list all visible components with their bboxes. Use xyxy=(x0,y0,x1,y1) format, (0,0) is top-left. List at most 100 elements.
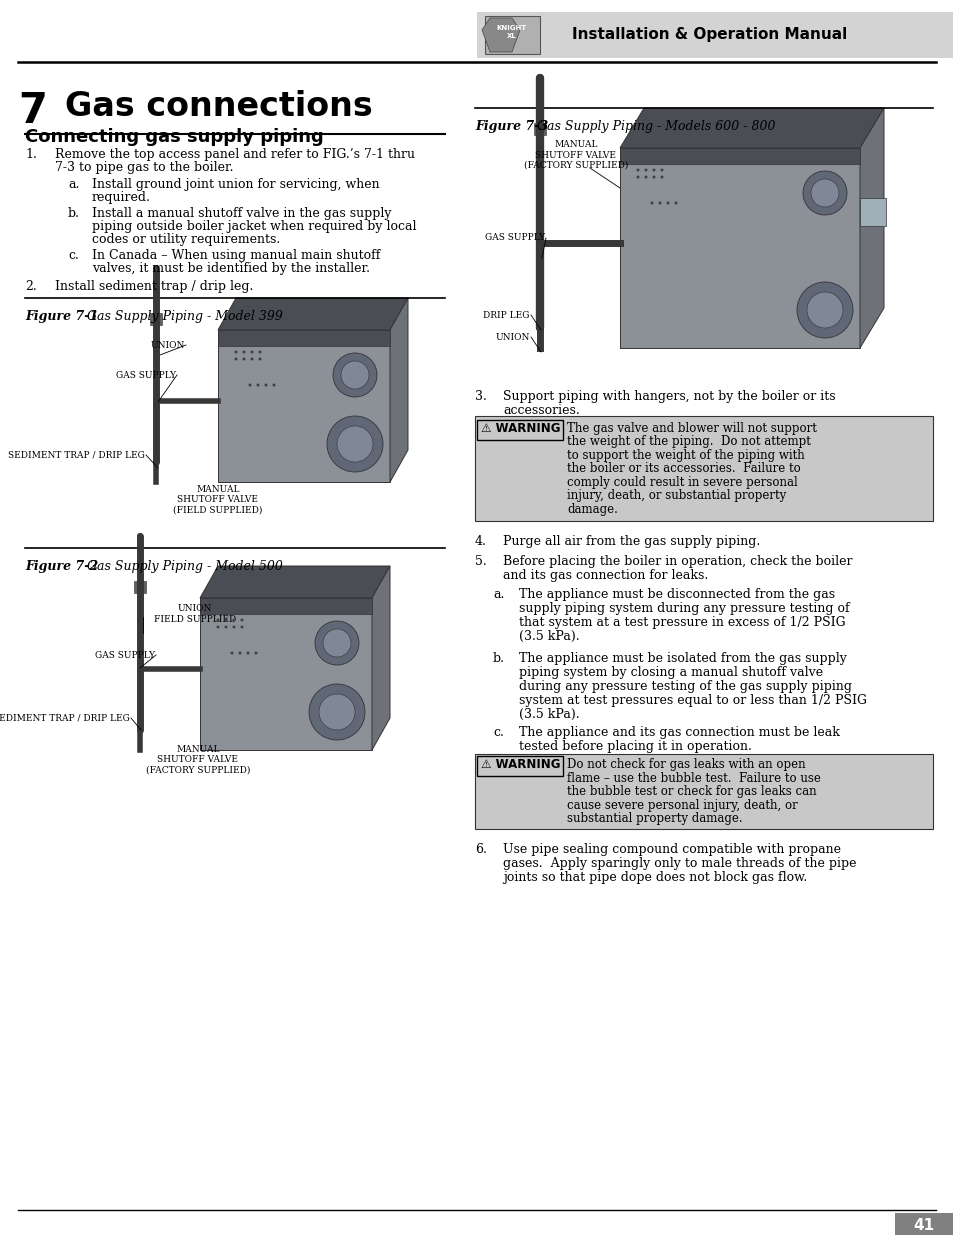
Circle shape xyxy=(318,694,355,730)
Circle shape xyxy=(314,621,358,664)
Text: The appliance must be disconnected from the gas: The appliance must be disconnected from … xyxy=(518,588,834,601)
Text: SEDIMENT TRAP / DRIP LEG: SEDIMENT TRAP / DRIP LEG xyxy=(9,451,145,459)
Text: MANUAL
SHUTOFF VALVE
(FACTORY SUPPLIED): MANUAL SHUTOFF VALVE (FACTORY SUPPLIED) xyxy=(146,745,250,774)
Polygon shape xyxy=(481,19,519,52)
Circle shape xyxy=(254,652,257,655)
Text: the boiler or its accessories.  Failure to: the boiler or its accessories. Failure t… xyxy=(566,462,800,475)
Polygon shape xyxy=(200,566,390,598)
Circle shape xyxy=(536,74,543,82)
Text: 41: 41 xyxy=(912,1218,934,1233)
Circle shape xyxy=(246,652,250,655)
Text: valves, it must be identified by the installer.: valves, it must be identified by the ins… xyxy=(91,262,370,275)
Text: ⚠ WARNING: ⚠ WARNING xyxy=(480,422,560,435)
Text: during any pressure testing of the gas supply piping: during any pressure testing of the gas s… xyxy=(518,680,851,693)
Text: that system at a test pressure in excess of 1/2 PSIG: that system at a test pressure in excess… xyxy=(518,616,844,629)
Circle shape xyxy=(238,652,241,655)
Text: In Canada – When using manual main shutoff: In Canada – When using manual main shuto… xyxy=(91,249,380,262)
Text: Figure 7-1: Figure 7-1 xyxy=(25,310,98,324)
Text: 1.: 1. xyxy=(25,148,37,161)
Text: a.: a. xyxy=(493,588,504,601)
Bar xyxy=(218,330,390,482)
Circle shape xyxy=(234,351,237,353)
Circle shape xyxy=(806,291,842,329)
Text: (3.5 kPa).: (3.5 kPa). xyxy=(518,708,579,721)
Text: UNION: UNION xyxy=(496,332,530,342)
Circle shape xyxy=(242,357,245,361)
Text: substantial property damage.: substantial property damage. xyxy=(566,811,741,825)
Bar xyxy=(200,598,372,614)
Polygon shape xyxy=(390,298,408,482)
Circle shape xyxy=(340,361,369,389)
Text: Gas Supply Piping - Model 399: Gas Supply Piping - Model 399 xyxy=(83,310,283,324)
Text: c.: c. xyxy=(493,726,503,739)
Circle shape xyxy=(652,175,655,179)
Bar xyxy=(619,148,859,348)
Text: a.: a. xyxy=(68,178,79,191)
Circle shape xyxy=(251,357,253,361)
Circle shape xyxy=(658,201,660,205)
Bar xyxy=(476,12,953,58)
Text: KNIGHT
XL: KNIGHT XL xyxy=(497,26,527,38)
Circle shape xyxy=(248,384,252,387)
Circle shape xyxy=(659,168,662,172)
Bar xyxy=(475,416,932,521)
Text: joints so that pipe dope does not block gas flow.: joints so that pipe dope does not block … xyxy=(502,871,806,884)
Text: and its gas connection for leaks.: and its gas connection for leaks. xyxy=(502,569,707,582)
Text: Figure 7-3: Figure 7-3 xyxy=(475,120,548,133)
Circle shape xyxy=(796,282,852,338)
Circle shape xyxy=(333,353,376,396)
Text: 7: 7 xyxy=(18,90,47,132)
Text: GAS SUPPLY: GAS SUPPLY xyxy=(115,370,175,379)
Text: b.: b. xyxy=(493,652,504,664)
Bar xyxy=(484,16,539,54)
Circle shape xyxy=(636,175,639,179)
Bar xyxy=(534,124,545,135)
Circle shape xyxy=(644,168,647,172)
Text: Install a manual shutoff valve in the gas supply: Install a manual shutoff valve in the ga… xyxy=(91,207,391,220)
Circle shape xyxy=(216,625,219,629)
Bar xyxy=(475,755,932,829)
Circle shape xyxy=(233,625,235,629)
Circle shape xyxy=(650,201,653,205)
Text: Install sediment trap / drip leg.: Install sediment trap / drip leg. xyxy=(55,280,253,293)
Circle shape xyxy=(674,201,677,205)
Text: Gas Supply Piping - Models 600 - 800: Gas Supply Piping - Models 600 - 800 xyxy=(533,120,775,133)
Circle shape xyxy=(659,175,662,179)
Circle shape xyxy=(242,351,245,353)
Text: Figure 7-2: Figure 7-2 xyxy=(25,559,98,573)
Text: SEDIMENT TRAP / DRIP LEG: SEDIMENT TRAP / DRIP LEG xyxy=(0,714,130,722)
Text: Use pipe sealing compound compatible with propane: Use pipe sealing compound compatible wit… xyxy=(502,844,841,856)
Text: supply piping system during any pressure testing of: supply piping system during any pressure… xyxy=(518,601,849,615)
Text: The gas valve and blower will not support: The gas valve and blower will not suppor… xyxy=(566,422,816,435)
Circle shape xyxy=(216,619,219,621)
Circle shape xyxy=(810,179,838,207)
Bar xyxy=(476,420,562,440)
Text: UNION
FIELD SUPPLIED: UNION FIELD SUPPLIED xyxy=(153,604,236,624)
Circle shape xyxy=(327,416,382,472)
Text: Gas Supply Piping - Model 500: Gas Supply Piping - Model 500 xyxy=(83,559,283,573)
Circle shape xyxy=(652,168,655,172)
Text: flame – use the bubble test.  Failure to use: flame – use the bubble test. Failure to … xyxy=(566,772,820,784)
Circle shape xyxy=(309,684,365,740)
Circle shape xyxy=(264,384,267,387)
Text: MANUAL
SHUTOFF VALVE
(FACTORY SUPPLIED): MANUAL SHUTOFF VALVE (FACTORY SUPPLIED) xyxy=(523,140,627,170)
Polygon shape xyxy=(619,107,883,148)
Polygon shape xyxy=(372,566,390,750)
Text: 2.: 2. xyxy=(25,280,37,293)
Circle shape xyxy=(233,619,235,621)
Text: accessories.: accessories. xyxy=(502,404,579,417)
Bar xyxy=(200,598,372,750)
Bar xyxy=(150,312,162,325)
Text: Support piping with hangers, not by the boiler or its: Support piping with hangers, not by the … xyxy=(502,390,835,403)
Bar xyxy=(476,756,562,776)
Bar xyxy=(619,148,859,164)
Text: The appliance and its gas connection must be leak: The appliance and its gas connection mus… xyxy=(518,726,839,739)
Bar xyxy=(859,198,885,226)
Text: 7-3 to pipe gas to the boiler.: 7-3 to pipe gas to the boiler. xyxy=(55,161,233,174)
Text: GAS SUPPLY: GAS SUPPLY xyxy=(94,651,154,659)
Text: GAS SUPPLY: GAS SUPPLY xyxy=(484,233,544,242)
Text: Before placing the boiler in operation, check the boiler: Before placing the boiler in operation, … xyxy=(502,555,852,568)
Text: DRIP LEG: DRIP LEG xyxy=(483,310,530,320)
Text: (3.5 kPa).: (3.5 kPa). xyxy=(518,630,579,643)
Bar xyxy=(133,580,146,593)
